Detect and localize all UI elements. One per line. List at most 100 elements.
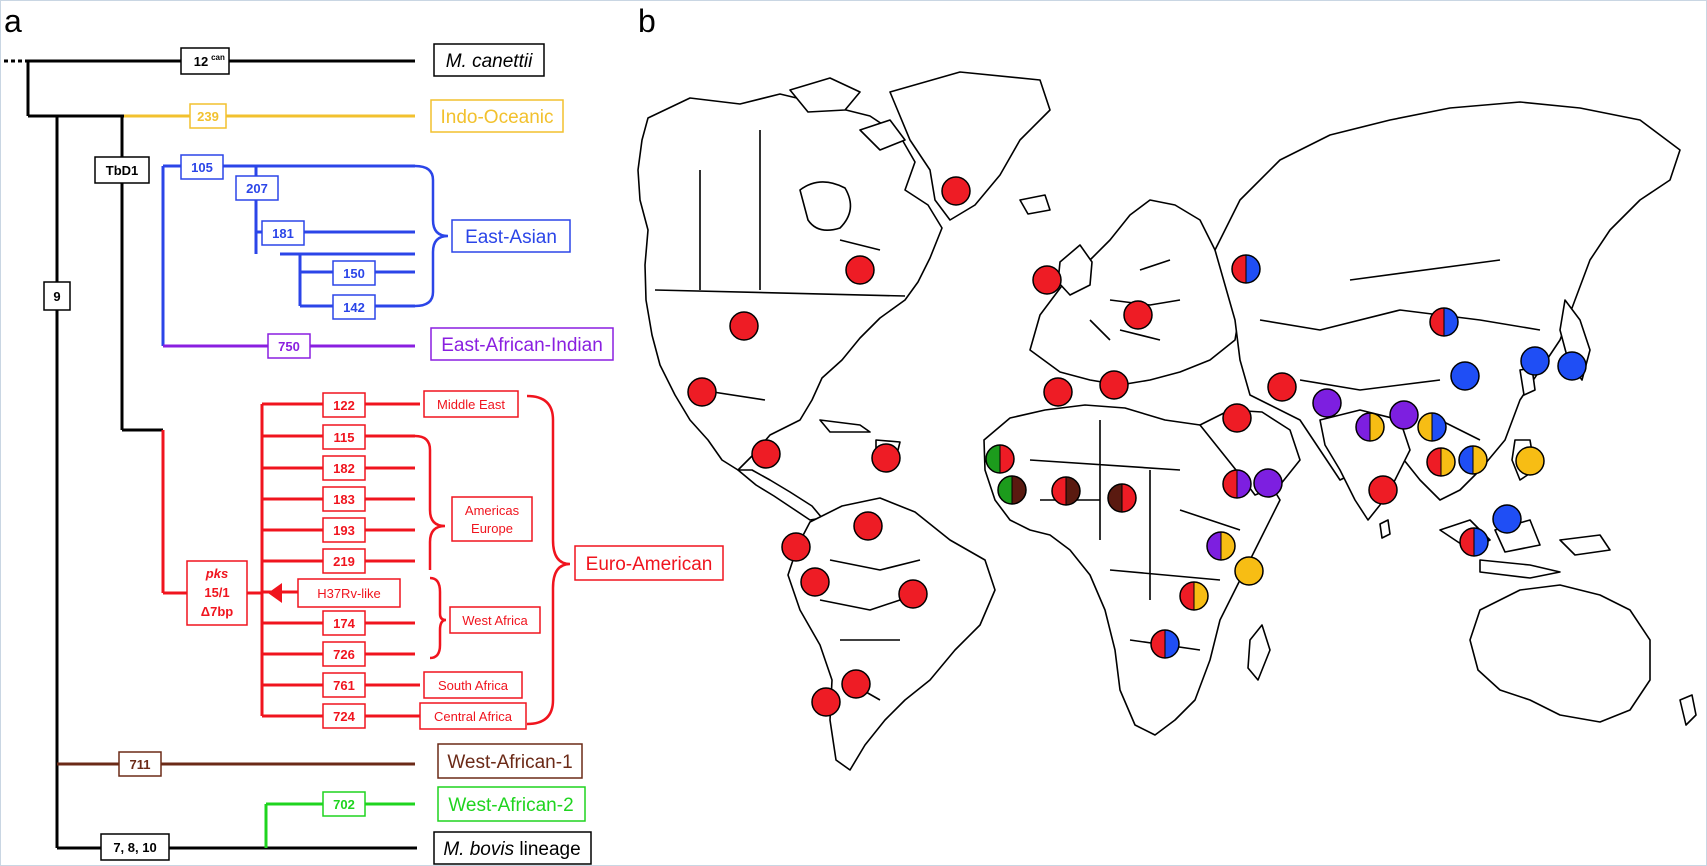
world-map: [637, 71, 1697, 771]
svg-text:TbD1: TbD1: [106, 163, 139, 178]
svg-text:Indo-Oceanic: Indo-Oceanic: [440, 107, 553, 128]
map-marker: [1515, 446, 1545, 476]
svg-text:711: 711: [130, 757, 151, 772]
svg-text:726: 726: [333, 647, 355, 662]
map-marker: [729, 311, 759, 341]
svg-text:207: 207: [246, 181, 268, 196]
label-indo-oceanic: Indo-Oceanic: [430, 99, 564, 133]
marker-half-right: [1441, 448, 1455, 476]
marker-half-right: [1473, 446, 1487, 474]
map-marker: [871, 443, 901, 473]
map-marker: [1368, 475, 1398, 505]
map-marker: [1150, 629, 1180, 659]
marker-outline: [1051, 476, 1081, 506]
map-marker: [1426, 447, 1456, 477]
marker-half-right: [1370, 413, 1384, 441]
map-marker: [1355, 412, 1385, 442]
marker-half-left: [1180, 582, 1194, 610]
marker-circle: [853, 511, 883, 541]
map-marker: [687, 377, 717, 407]
label-europe: Europe: [471, 521, 513, 536]
hudson-bay: [799, 181, 852, 231]
marker-circle: [781, 532, 811, 562]
map-marker: [1099, 370, 1129, 400]
marker-outline: [1206, 531, 1236, 561]
europe: [1029, 199, 1241, 386]
new-zealand: [1679, 694, 1697, 726]
map-marker: [1458, 445, 1488, 475]
marker-702: 702: [322, 791, 366, 817]
marker-circle: [1032, 265, 1062, 295]
marker-half-right: [1066, 477, 1080, 505]
map-marker: [1222, 469, 1252, 499]
map-marker: [781, 532, 811, 562]
marker-half-right: [1221, 532, 1235, 560]
marker-circle: [751, 439, 781, 469]
map-marker: [898, 579, 928, 609]
svg-text:can: can: [211, 53, 225, 62]
marker-750: 750: [267, 333, 311, 359]
marker-711: 711: [118, 751, 162, 777]
marker-circle: [1492, 504, 1522, 534]
marker-half-left: [1356, 413, 1370, 441]
marker-circle: [1253, 468, 1283, 498]
marker-circle: [841, 669, 871, 699]
lineage-labels: M. canettii Indo-Oceanic East-Asian East…: [430, 43, 724, 865]
label-east-asian: East-Asian: [451, 219, 571, 253]
map-marker: [1043, 377, 1073, 407]
svg-text:105: 105: [191, 160, 213, 175]
marker-half-right: [1237, 470, 1251, 498]
marker-outline: [1222, 469, 1252, 499]
marker-239: 239: [189, 103, 227, 129]
map-marker: [1389, 400, 1419, 430]
marker-half-left: [1108, 484, 1122, 512]
svg-text:183: 183: [333, 492, 355, 507]
marker-half-right: [1000, 445, 1014, 473]
marker-circle: [800, 567, 830, 597]
marker-outline: [1355, 412, 1385, 442]
svg-text:702: 702: [333, 797, 355, 812]
phylogenetic-tree: [4, 59, 571, 850]
arctic-islands: [789, 77, 906, 151]
marker-circle: [1123, 300, 1153, 330]
marker-circle: [871, 443, 901, 473]
map-marker: [1267, 372, 1297, 402]
marker-half-left: [998, 476, 1012, 504]
map-marker: [1032, 265, 1062, 295]
marker-bovis: 7, 8, 10: [100, 833, 170, 861]
marker-outline: [997, 475, 1027, 505]
map-marker: [1222, 403, 1252, 433]
marker-half-right: [1194, 582, 1208, 610]
map-marker: [1429, 307, 1459, 337]
label-canettii: M. canettii: [433, 43, 545, 77]
svg-text:142: 142: [343, 300, 365, 315]
svg-text:Euro-American: Euro-American: [586, 554, 713, 575]
svg-text:West-African-1: West-African-1: [447, 752, 572, 773]
map-marker: [853, 511, 883, 541]
marker-circle: [1450, 361, 1480, 391]
marker-outline: [1459, 527, 1489, 557]
svg-text:15/1: 15/1: [204, 585, 229, 600]
marker-half-left: [1052, 477, 1066, 505]
map-marker: [845, 255, 875, 285]
central-america: [737, 469, 823, 521]
marker-circle: [1267, 372, 1297, 402]
map-marker: [1051, 476, 1081, 506]
map-markers: [687, 176, 1587, 717]
sri-lanka: [1379, 519, 1391, 539]
marker-circle: [1312, 388, 1342, 418]
marker-half-right: [1165, 630, 1179, 658]
marker-circle: [845, 255, 875, 285]
marker-half-left: [1151, 630, 1165, 658]
svg-text:West-African-2: West-African-2: [448, 795, 573, 816]
marker-outline: [1107, 483, 1137, 513]
svg-text:12: 12: [194, 54, 208, 69]
sublineage-labels: Middle East Americas Europe H37Rv-like W…: [297, 390, 541, 730]
marker-circle: [729, 311, 759, 341]
svg-text:122: 122: [333, 398, 355, 413]
marker-circle: [1234, 556, 1264, 586]
marker-circle: [1557, 351, 1587, 381]
north-america-landmass: [637, 93, 943, 471]
map-marker: [841, 669, 871, 699]
